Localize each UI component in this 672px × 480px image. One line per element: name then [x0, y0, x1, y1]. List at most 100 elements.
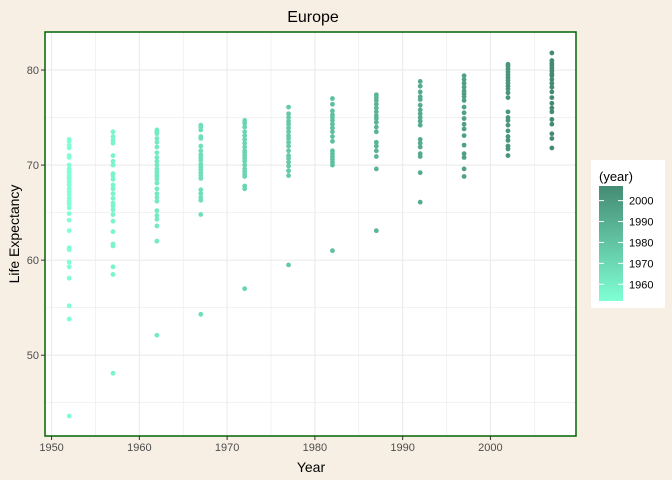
data-point	[110, 229, 116, 235]
data-point	[66, 162, 72, 168]
x-axis: 1950 1960 1970 1980 1990 2000	[39, 436, 503, 454]
data-point	[286, 173, 291, 178]
x-tick-label: 1970	[215, 442, 239, 454]
data-point	[549, 84, 555, 90]
data-point	[373, 105, 379, 111]
data-point	[549, 100, 555, 106]
data-point	[198, 143, 204, 149]
data-point	[373, 101, 379, 107]
data-point	[242, 133, 248, 139]
data-point	[461, 77, 467, 82]
data-point	[154, 162, 160, 168]
legend-tick-label: 2000	[629, 196, 653, 208]
data-point	[154, 213, 160, 218]
data-point	[505, 153, 511, 158]
data-point	[242, 186, 248, 192]
data-point	[286, 262, 291, 268]
plot-panel-border	[44, 31, 577, 437]
data-point	[373, 116, 379, 121]
data-point	[110, 207, 116, 213]
data-point	[286, 111, 291, 117]
data-point	[66, 145, 72, 151]
legend-title: (year)	[599, 169, 633, 184]
data-point	[198, 136, 204, 141]
data-point	[110, 370, 116, 376]
data-point	[330, 96, 335, 101]
data-point	[461, 98, 467, 103]
x-tick-label: 1960	[127, 442, 151, 454]
data-point	[154, 131, 160, 137]
data-point	[154, 144, 160, 150]
data-point	[417, 79, 423, 84]
data-point	[417, 154, 423, 159]
data-point	[242, 144, 248, 150]
data-point	[417, 199, 423, 205]
data-point	[286, 136, 291, 141]
data-point	[66, 192, 72, 197]
data-point	[242, 129, 248, 135]
data-point	[286, 115, 291, 120]
data-point	[549, 136, 555, 141]
data-points	[66, 50, 555, 419]
data-point	[549, 95, 555, 100]
data-point	[110, 264, 116, 270]
data-point	[373, 109, 379, 115]
data-point	[110, 129, 116, 135]
data-point	[66, 201, 72, 207]
data-point	[110, 162, 116, 168]
data-point	[373, 148, 379, 154]
legend: (year) 1960 1970 1980 1990 2000	[591, 160, 665, 308]
data-point	[330, 248, 335, 254]
data-point	[330, 108, 335, 114]
data-point	[505, 118, 511, 123]
data-point	[198, 191, 204, 197]
data-point	[417, 137, 423, 142]
legend-tick-label: 1990	[629, 217, 653, 229]
data-point	[505, 109, 511, 115]
data-point	[110, 191, 116, 197]
data-point	[330, 129, 335, 135]
data-point	[110, 203, 116, 209]
data-point	[330, 134, 335, 139]
y-tick-label: 50	[27, 350, 39, 362]
y-axis: 50 60 70 80	[27, 65, 45, 362]
data-point	[242, 174, 248, 179]
data-point	[373, 228, 379, 234]
data-point	[417, 111, 423, 117]
data-point	[66, 413, 72, 419]
data-point	[110, 176, 116, 182]
data-point	[110, 158, 116, 164]
data-point	[549, 145, 555, 151]
data-point	[461, 94, 467, 100]
data-point	[198, 175, 204, 181]
data-point	[198, 127, 204, 133]
x-axis-title: Year	[297, 459, 326, 475]
data-point	[373, 119, 379, 125]
data-point	[461, 166, 467, 172]
data-point	[242, 140, 248, 146]
data-point	[461, 151, 467, 157]
data-point	[154, 180, 160, 186]
data-point	[110, 212, 116, 217]
data-point	[417, 107, 423, 113]
data-point	[242, 137, 248, 142]
data-point	[417, 170, 423, 176]
data-point	[373, 154, 379, 159]
legend-tick-label: 1980	[629, 237, 653, 249]
data-point	[373, 98, 379, 103]
data-point	[154, 198, 160, 204]
data-point	[154, 158, 160, 164]
data-point	[549, 131, 555, 137]
data-point	[154, 150, 160, 156]
data-point	[461, 116, 467, 121]
data-point	[417, 118, 423, 124]
data-point	[286, 159, 291, 165]
data-point	[549, 105, 555, 111]
data-point	[286, 129, 291, 135]
data-point	[66, 182, 72, 188]
data-point	[242, 124, 248, 130]
data-point	[461, 84, 467, 90]
data-point	[330, 138, 335, 144]
data-point	[110, 272, 116, 277]
